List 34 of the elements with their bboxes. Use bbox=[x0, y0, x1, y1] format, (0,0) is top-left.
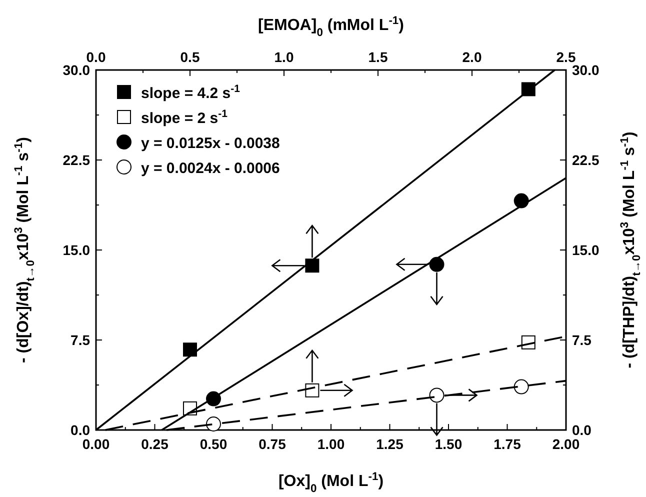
legend-label: y = 0.0024x - 0.0006 bbox=[141, 160, 280, 177]
x-tick-label: 0.50 bbox=[200, 436, 228, 452]
x-tick-label: 0.25 bbox=[141, 436, 169, 452]
point bbox=[206, 416, 221, 432]
y2-tick-label: 22.5 bbox=[572, 152, 600, 168]
y2-tick-label: 30.0 bbox=[572, 62, 600, 78]
y2-tick-label: 15.0 bbox=[572, 242, 600, 258]
y-tick-label: 22.5 bbox=[62, 152, 90, 168]
y-tick-label: 15.0 bbox=[62, 242, 90, 258]
legend-label: slope = 2 s$^{-1}$ bbox=[141, 108, 228, 127]
point bbox=[429, 388, 444, 403]
x2-tick-label: 0.5 bbox=[180, 49, 200, 65]
x2-tick-label: 0.0 bbox=[86, 49, 106, 65]
point bbox=[514, 379, 529, 394]
x2-tick-label: 1.0 bbox=[274, 49, 294, 65]
x-tick-label: 2.00 bbox=[552, 436, 580, 452]
x-tick-label: 1.00 bbox=[317, 436, 345, 452]
x-tick-label: 0.75 bbox=[258, 436, 286, 452]
x2-tick-label: 1.5 bbox=[368, 49, 388, 65]
x-axis-title: [Ox]$_{0}$ (Mol L$^{-1}$) bbox=[278, 471, 384, 495]
y2-tick-label: 0.0 bbox=[572, 422, 592, 438]
x-tick-label: 1.50 bbox=[434, 436, 462, 452]
x2-tick-label: 2.5 bbox=[556, 49, 576, 65]
x-tick-label: 1.25 bbox=[376, 436, 404, 452]
legend-label: y = 0.0125x - 0.0038 bbox=[141, 135, 280, 152]
y-tick-label: 30.0 bbox=[62, 62, 90, 78]
x2-tick-label: 2.0 bbox=[462, 49, 482, 65]
y2-tick-label: 7.5 bbox=[572, 332, 592, 348]
y-tick-label: 7.5 bbox=[70, 332, 90, 348]
x2-axis-title: [EMOA]$_{0}$ (mMol L$^{-1}$) bbox=[258, 15, 404, 39]
x-tick-label: 0.00 bbox=[82, 436, 110, 452]
x-tick-label: 1.75 bbox=[494, 436, 522, 452]
legend-label: slope = 4.2 s$^{-1}$ bbox=[141, 83, 240, 102]
y-tick-label: 0.0 bbox=[70, 422, 90, 438]
